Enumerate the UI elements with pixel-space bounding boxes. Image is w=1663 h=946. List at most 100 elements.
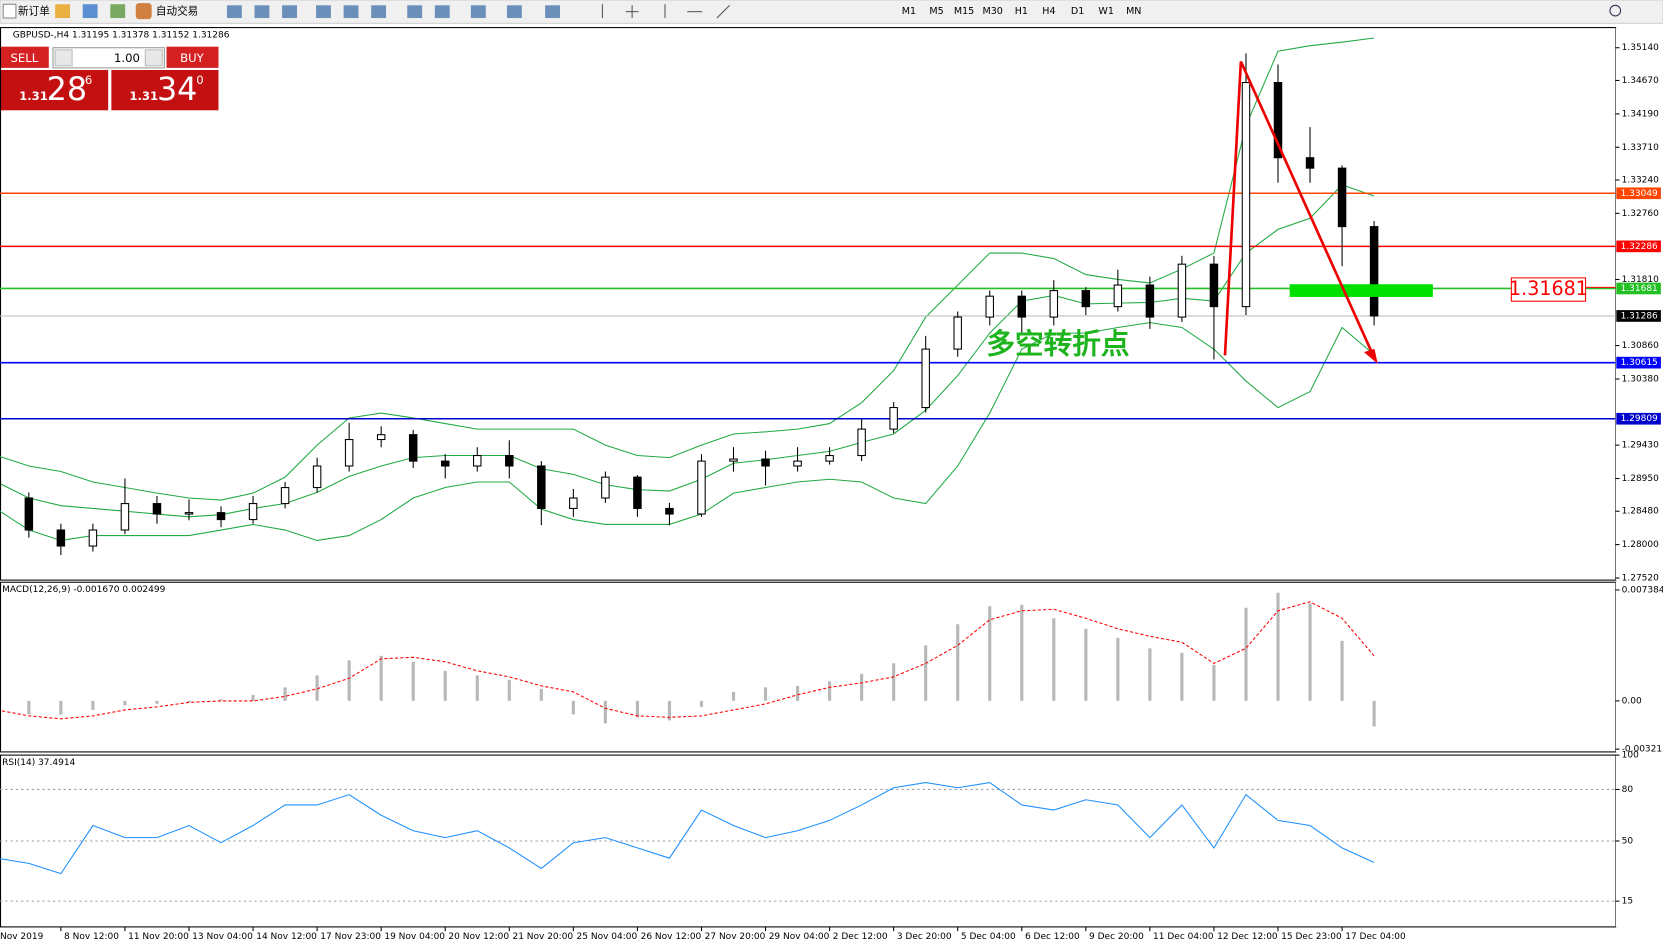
buy-button[interactable]: BUY [180,51,205,65]
candle-body [1017,295,1027,318]
macd-bar [155,700,159,704]
ask-box[interactable] [111,69,219,111]
candle-body [0,481,2,499]
timeframe-button[interactable]: M15 [954,6,974,17]
macd-bar [1052,618,1056,701]
ask-pip: 0 [196,73,203,87]
x-tick-label: 8 Nov 12:00 [64,932,119,942]
candle-body [24,497,34,531]
candle-body [408,434,418,462]
macd-bar [1212,664,1216,701]
timeframe-button[interactable]: H4 [1042,6,1055,17]
lots-value: 1.00 [114,51,140,65]
x-tick-label: 20 Nov 12:00 [448,932,509,942]
timeframe-button[interactable]: M30 [983,6,1003,17]
y-tick-label: 1.30860 [1622,341,1659,351]
arrow-head [1363,348,1378,364]
candle-body [665,507,674,515]
y-tick-label: 1.35140 [1622,43,1659,53]
y-tick-label: 1.31810 [1622,275,1659,285]
x-tick-label: 17 Dec 04:00 [1345,932,1406,942]
lots-input[interactable] [52,47,165,69]
price-level-tag [1616,240,1661,253]
rsi-line [0,782,1375,875]
macd-bar [924,645,928,701]
candle-body [921,348,930,409]
timeframe-button[interactable]: M1 [902,6,916,17]
candle-body [1177,263,1187,318]
macd-bar [603,700,607,724]
x-tick-label: 11 Nov 20:00 [128,932,189,942]
new-order-button[interactable]: 新订单 [18,5,50,18]
arrow [1223,60,1376,360]
spin-down[interactable] [54,49,73,67]
y-tick-label: 1.30380 [1622,375,1659,385]
timeframe-button[interactable]: H1 [1015,6,1028,17]
x-tick-label: 6 Dec 12:00 [1025,932,1080,942]
y-tick-label: 1.34190 [1622,109,1659,119]
candle-body [184,512,194,515]
macd-bar [795,685,800,701]
x-tick-label: 21 Nov 20:00 [512,932,573,942]
y-tick-label: 1.33710 [1622,143,1659,153]
price-level-label: 1.30615 [1621,358,1658,368]
macd-bar [91,700,95,710]
macd-bar [1180,652,1184,701]
macd-bar [571,700,575,715]
x-tick-label: 29 Nov 04:00 [769,932,830,942]
y-tick-label: 0.007384 [1622,585,1663,595]
macd-bar [1148,648,1152,701]
bollinger-upper [0,37,1375,501]
candle-body [633,476,642,509]
sell-button[interactable]: SELL [11,51,39,65]
candle-body [793,460,802,467]
x-tick-label: 19 Nov 04:00 [384,932,445,942]
macd-signal [0,601,1375,720]
candle-body [1241,82,1251,308]
candle-body [1369,226,1379,317]
icon [110,4,126,19]
bid-box[interactable] [0,69,109,111]
price-level-label: 1.31286 [1621,311,1658,321]
bid-pip: 6 [85,73,92,87]
timeframe-button[interactable]: M5 [929,6,943,17]
candle-body [729,458,738,462]
ask-big: 1.31 [129,89,158,103]
x-tick-label: 15 Dec 23:00 [1281,932,1342,942]
bid-big: 1.31 [19,89,48,103]
macd-bar [315,675,319,701]
x-tick-label: 26 Nov 12:00 [641,932,702,942]
candle-body [280,487,290,505]
candle-body [473,455,482,467]
candle-body [1273,82,1283,159]
y-tick-label: 1.28950 [1622,474,1659,484]
timeframe-button[interactable]: MN [1126,6,1141,17]
candle-body [216,512,226,521]
candle-body [1337,167,1347,228]
x-tick-label: 14 Nov 12:00 [256,932,317,942]
candle-body [1049,290,1059,318]
timeframe-bar: M1 M5 M15 M30 H1 H4 D1 W1 MN [902,6,1142,17]
toolbar-icons [226,5,560,19]
timeframe-button[interactable]: W1 [1098,6,1114,17]
y-tick-label: 1.33240 [1622,175,1659,185]
y-tick-label: 100 [1622,751,1639,761]
y-tick-label: 1.28000 [1622,540,1659,550]
macd-bar [219,699,223,701]
macd-bar [187,700,191,703]
spin-up[interactable] [144,49,163,67]
candle-body [344,439,354,467]
macd-bar [988,606,992,701]
timeframe-button[interactable]: D1 [1071,6,1084,17]
y-tick-label: 50 [1622,837,1634,847]
macd-bar [763,687,768,701]
macd-bar [123,700,127,706]
y-tick-label: 1.32760 [1622,209,1659,219]
price-callout: 1.31681 [1509,277,1588,300]
auto-trading-button[interactable]: 自动交易 [156,5,198,18]
candle-body [376,434,386,441]
y-tick-label: -0.003215 [1622,745,1663,755]
candle-body [985,295,994,318]
candle-body [889,407,898,430]
macd-bar [27,700,31,715]
